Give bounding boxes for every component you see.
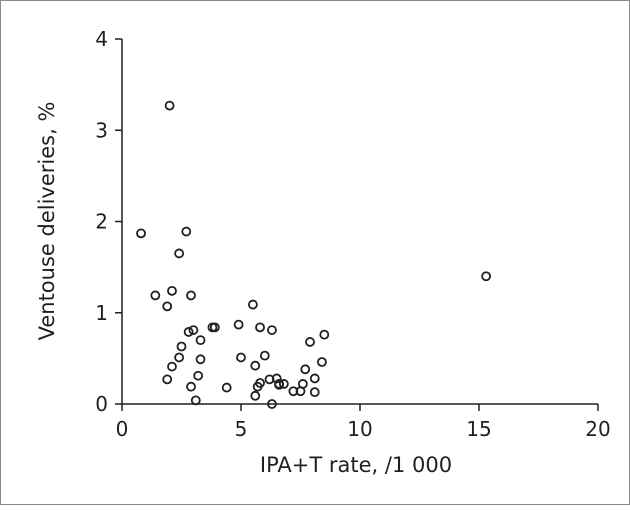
data-point <box>481 271 492 282</box>
data-point <box>309 373 320 384</box>
data-point <box>309 387 320 398</box>
data-point <box>233 319 244 330</box>
data-point <box>195 354 206 365</box>
data-point <box>255 322 265 333</box>
data-point <box>193 370 204 381</box>
y-tick-label: 4 <box>95 27 108 51</box>
data-point <box>250 390 261 401</box>
data-point <box>195 335 206 346</box>
axes: 0 5 10 15 20 0 1 2 3 4 <box>95 27 610 441</box>
data-point <box>236 352 246 363</box>
data-point <box>267 325 277 335</box>
data-point <box>209 322 220 333</box>
data-point <box>255 378 265 388</box>
data-point <box>247 299 258 310</box>
y-tick-label: 2 <box>95 210 108 234</box>
x-axis-label: IPA+T rate, /1 000 <box>260 453 452 477</box>
x-tick-label: 20 <box>585 417 610 441</box>
data-point <box>250 360 261 371</box>
data-point <box>297 379 308 389</box>
data-point <box>317 357 327 367</box>
data-point <box>136 228 146 239</box>
data-point <box>300 364 311 375</box>
data-point <box>174 352 185 363</box>
y-tick-label: 3 <box>95 118 108 142</box>
data-point <box>278 379 289 389</box>
x-tick-label: 10 <box>347 417 372 441</box>
data-point <box>186 381 196 392</box>
data-point <box>167 361 177 372</box>
data-point <box>259 350 270 361</box>
data-point <box>267 399 277 409</box>
data-point <box>176 341 187 352</box>
data-point <box>188 325 199 335</box>
data-point <box>274 379 284 389</box>
data-point <box>174 248 185 259</box>
data-point <box>181 226 192 237</box>
data-point <box>150 290 161 301</box>
y-tick-label: 0 <box>95 392 108 416</box>
data-point <box>305 337 315 347</box>
data-point <box>190 395 201 406</box>
x-tick-label: 15 <box>466 417 491 441</box>
data-point <box>183 327 194 337</box>
data-point <box>162 374 173 385</box>
data-points <box>136 100 492 409</box>
data-point <box>186 290 196 301</box>
y-axis-label: Ventouse deliveries, % <box>35 102 59 341</box>
y-tick-label: 1 <box>95 301 108 325</box>
data-point <box>221 382 232 393</box>
x-tick-label: 5 <box>235 417 248 441</box>
x-tick-label: 0 <box>116 417 129 441</box>
data-point <box>164 100 175 111</box>
data-point <box>162 301 173 312</box>
data-point <box>167 285 177 296</box>
data-point <box>319 329 330 340</box>
